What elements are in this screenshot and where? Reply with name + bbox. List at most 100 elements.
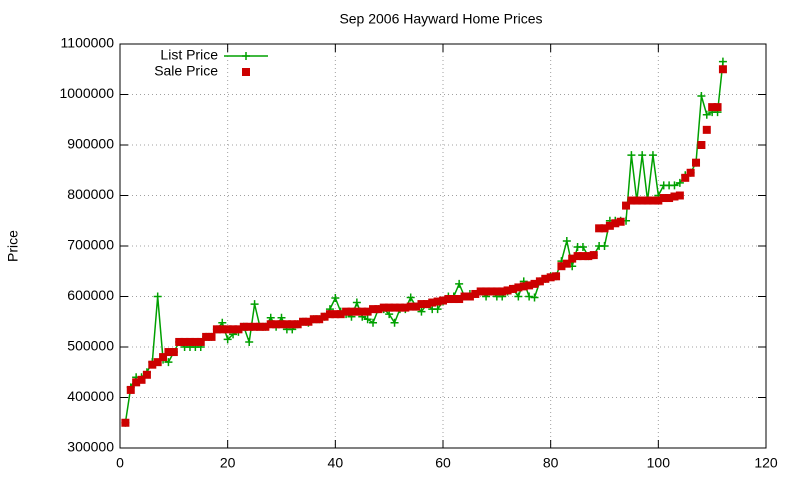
sale-point [417, 300, 426, 309]
sale-point [584, 252, 593, 261]
x-tick-label: 80 [543, 455, 559, 471]
list-point [245, 337, 254, 346]
list-point [390, 318, 399, 327]
sale-point [638, 196, 647, 205]
sale-point [304, 317, 313, 326]
sale-point [713, 103, 722, 112]
list-point [627, 151, 636, 160]
sale-point [369, 305, 378, 314]
sale-point [277, 320, 286, 329]
sale-point [288, 320, 297, 329]
sale-point [482, 287, 491, 296]
sale-point [665, 194, 674, 203]
sale-point [444, 295, 453, 304]
sale-point [600, 224, 609, 233]
sale-point [299, 317, 308, 326]
list-point [223, 335, 232, 344]
list-point [670, 181, 679, 190]
sale-point [611, 219, 620, 228]
sale-point [412, 302, 421, 311]
y-tick-label: 700000 [67, 237, 114, 253]
sale-point [309, 315, 318, 324]
sale-point [121, 418, 130, 427]
list-point [164, 358, 173, 367]
sale-point [465, 292, 474, 301]
sale-point [492, 287, 501, 296]
sale-point [692, 158, 701, 167]
list-point [702, 110, 711, 119]
sale-point [239, 322, 248, 331]
y-tick-label: 1000000 [59, 85, 114, 101]
sale-point [552, 272, 561, 281]
sale-point [503, 286, 512, 295]
sale-point [632, 196, 641, 205]
sale-point [519, 282, 528, 291]
sale-point [363, 307, 372, 316]
sale-point [681, 173, 690, 182]
list-point [352, 298, 361, 307]
sale-point [336, 310, 345, 319]
sale-point [390, 303, 399, 312]
sale-point [137, 375, 146, 384]
sale-point [578, 252, 587, 261]
sale-point [347, 307, 356, 316]
sale-point [471, 289, 480, 298]
sale-point [234, 325, 243, 334]
sale-point [648, 196, 657, 205]
x-tick-label: 40 [328, 455, 344, 471]
sale-point [406, 302, 415, 311]
sale-point [320, 312, 329, 321]
legend-label: Sale Price [154, 63, 218, 79]
list-point [600, 242, 609, 250]
sale-point [643, 196, 652, 205]
y-tick-label: 300000 [67, 439, 114, 455]
sale-point [708, 103, 717, 112]
sale-point [702, 125, 711, 134]
sale-point [686, 168, 695, 177]
sale-point [605, 221, 614, 230]
sale-point [245, 322, 254, 331]
sale-point [212, 325, 221, 334]
sale-point [654, 196, 663, 205]
list-point [578, 243, 587, 252]
y-tick-label: 500000 [67, 338, 114, 354]
sale-point [595, 224, 604, 233]
sale-point [718, 65, 727, 74]
sale-point [568, 254, 577, 263]
list-point [648, 151, 657, 160]
sale-point [670, 192, 679, 201]
sale-point [255, 322, 264, 331]
list-point [455, 279, 464, 288]
sale-point [191, 337, 200, 346]
sale-point [164, 348, 173, 357]
sale-point [476, 287, 485, 296]
y-tick-label: 400000 [67, 388, 114, 404]
plot-border [119, 43, 767, 449]
sale-point [675, 191, 684, 200]
sale-point [395, 303, 404, 312]
list-point [675, 178, 684, 187]
sale-point [250, 322, 259, 331]
sale-point [562, 259, 571, 268]
list-point [250, 300, 259, 309]
sale-point [331, 310, 340, 319]
list-point [433, 305, 442, 314]
sale-point [266, 320, 275, 329]
list-point [530, 293, 539, 302]
sale-point [622, 201, 631, 210]
sale-point [535, 277, 544, 286]
sale-point [385, 303, 394, 312]
sale-point [175, 337, 184, 346]
sale-point [573, 252, 582, 261]
sale-point [659, 194, 668, 203]
legend-label: List Price [160, 47, 218, 63]
list-point [369, 318, 378, 327]
sale-point [455, 295, 464, 304]
sale-point [207, 332, 216, 341]
sale-point [541, 274, 550, 283]
sale-point [557, 262, 566, 271]
sale-point [428, 298, 437, 307]
sale-point [508, 284, 517, 293]
list-point [697, 92, 706, 101]
